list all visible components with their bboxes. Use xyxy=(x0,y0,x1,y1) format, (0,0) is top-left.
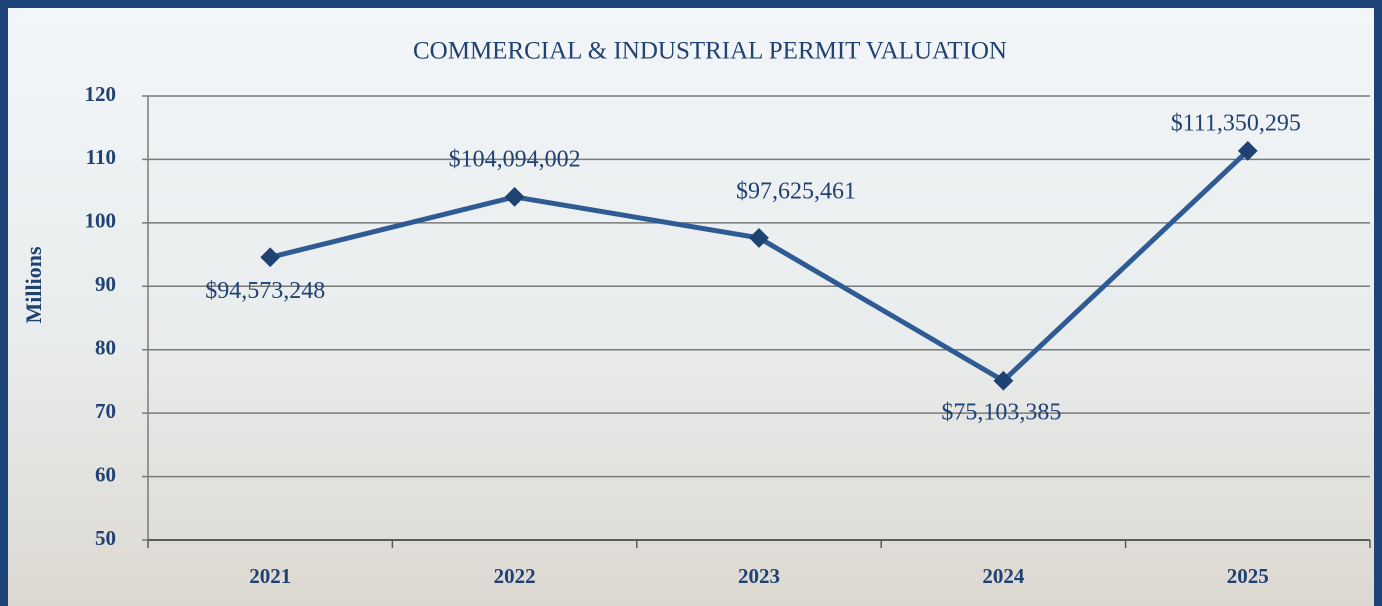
x-tick-label: 2022 xyxy=(494,564,536,588)
y-tick-label: 110 xyxy=(86,145,116,169)
y-tick-label: 50 xyxy=(95,526,116,550)
y-tick-label: 90 xyxy=(95,272,116,296)
y-tick-label: 60 xyxy=(95,462,116,486)
y-axis-label: Millions xyxy=(21,246,46,323)
data-label: $94,573,248 xyxy=(205,278,325,304)
y-tick-label: 70 xyxy=(95,399,116,423)
data-label: $104,094,002 xyxy=(449,146,581,172)
data-label: $111,350,295 xyxy=(1171,110,1301,136)
chart-title: COMMERCIAL & INDUSTRIAL PERMIT VALUATION xyxy=(413,38,1007,65)
x-tick-label: 2025 xyxy=(1227,564,1269,588)
y-tick-label: 100 xyxy=(85,209,117,233)
marker xyxy=(260,247,281,268)
y-tick-label: 80 xyxy=(95,336,116,360)
x-tick-label: 2023 xyxy=(738,564,780,588)
marker xyxy=(1237,140,1258,161)
y-tick-label: 120 xyxy=(85,82,117,106)
marker xyxy=(993,370,1014,391)
data-label: $97,625,461 xyxy=(736,178,856,204)
x-tick-label: 2021 xyxy=(249,564,291,588)
x-tick-label: 2024 xyxy=(982,564,1025,588)
data-label: $75,103,385 xyxy=(941,399,1061,425)
